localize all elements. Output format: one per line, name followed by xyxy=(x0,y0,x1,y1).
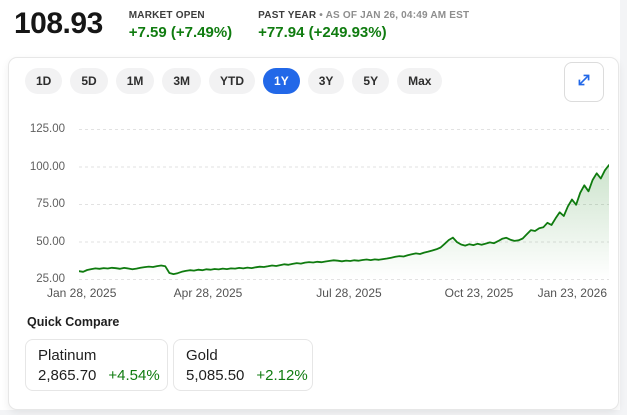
compare-value: 5,085.50 xyxy=(186,367,245,384)
range-tab-1m[interactable]: 1M xyxy=(115,68,155,94)
grid-lines xyxy=(79,129,609,280)
quick-compare-title: Quick Compare xyxy=(27,315,120,329)
price-header: 108.93 MARKET OPEN +7.59 (+7.49%) PAST Y… xyxy=(14,4,469,44)
range-tab-5d[interactable]: 5D xyxy=(70,68,108,94)
compare-name: Gold xyxy=(186,347,218,364)
market-open-change: +7.59 (+7.49%) xyxy=(128,24,233,41)
y-axis-label: 100.00 xyxy=(29,160,65,173)
chart-card: 1D 5D 1M 3M YTD 1Y 3Y 5Y Max 125.00 100.… xyxy=(8,57,619,410)
x-axis-label: Jul 28, 2025 xyxy=(316,286,382,300)
range-tab-1y[interactable]: 1Y xyxy=(263,68,300,94)
as-of-timestamp: • AS OF JAN 26, 04:49 AM EST xyxy=(319,10,470,21)
market-open-label: MARKET OPEN xyxy=(128,10,205,21)
range-tab-max[interactable]: Max xyxy=(397,68,443,94)
price-chart[interactable] xyxy=(79,129,609,281)
current-price: 108.93 xyxy=(14,7,103,40)
expand-icon xyxy=(574,70,594,95)
range-tab-3y[interactable]: 3Y xyxy=(307,68,345,94)
range-tab-1d[interactable]: 1D xyxy=(25,68,63,94)
quick-compare-card-gold[interactable]: Gold 5,085.50 +2.12% xyxy=(173,339,313,391)
past-year-label: PAST YEAR • AS OF JAN 26, 04:49 AM EST xyxy=(258,10,470,21)
range-tab-ytd[interactable]: YTD xyxy=(209,68,256,94)
quick-compare-card-platinum[interactable]: Platinum 2,865.70 +4.54% xyxy=(25,339,168,391)
range-tabs: 1D 5D 1M 3M YTD 1Y 3Y 5Y Max xyxy=(25,68,443,94)
x-axis-label: Oct 23, 2025 xyxy=(444,286,514,300)
compare-value: 2,865.70 xyxy=(38,367,97,384)
expand-button[interactable] xyxy=(564,62,604,102)
range-tab-3m[interactable]: 3M xyxy=(162,68,202,94)
x-axis-label: Jan 23, 2026 xyxy=(537,286,607,300)
compare-change: +2.12% xyxy=(256,367,308,384)
past-year-block: PAST YEAR • AS OF JAN 26, 04:49 AM EST +… xyxy=(258,4,469,43)
compare-change: +4.54% xyxy=(108,367,160,384)
y-axis-label: 25.00 xyxy=(36,273,65,285)
price-line xyxy=(79,164,609,276)
y-axis-label: 125.00 xyxy=(29,123,65,135)
price-area xyxy=(79,165,609,279)
x-axis-label: Jan 28, 2025 xyxy=(47,286,117,300)
market-open-block: MARKET OPEN +7.59 (+7.49%) xyxy=(129,4,232,43)
finance-widget: 108.93 MARKET OPEN +7.59 (+7.49%) PAST Y… xyxy=(0,0,620,410)
x-axis-label: Apr 28, 2025 xyxy=(173,286,243,300)
y-axis-label: 75.00 xyxy=(36,198,65,210)
compare-name: Platinum xyxy=(38,347,97,364)
range-tab-5y[interactable]: 5Y xyxy=(352,68,390,94)
y-axis-label: 50.00 xyxy=(36,235,65,248)
past-year-change: +77.94 (+249.93%) xyxy=(258,24,387,41)
